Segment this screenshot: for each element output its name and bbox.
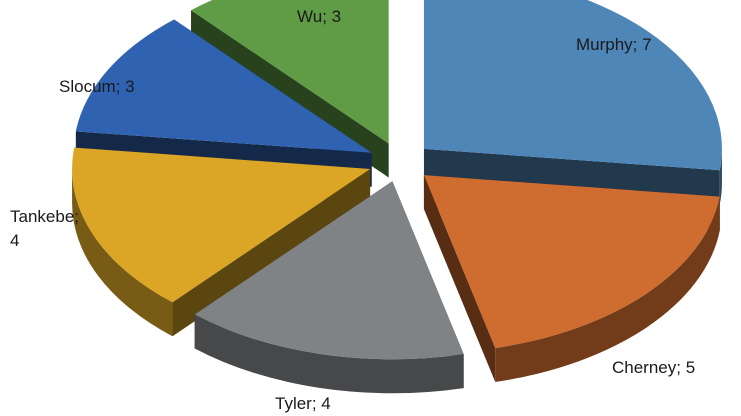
label-cherney: Cherney; 5 bbox=[612, 358, 695, 377]
label-murphy: Murphy; 7 bbox=[576, 35, 652, 54]
pie-slices bbox=[72, 0, 722, 394]
label-slocum: Slocum; 3 bbox=[59, 77, 135, 96]
label-tankebe-line1: Tankebe; bbox=[10, 207, 79, 226]
slice-slocum-top bbox=[75, 19, 372, 153]
slice-tankebe-cut-face-1 bbox=[172, 169, 371, 337]
slice-wu-top bbox=[191, 0, 389, 144]
pie-labels: Murphy; 7 Cherney; 5 Tyler; 4 Tankebe; 4… bbox=[10, 7, 695, 413]
slice-tyler-top bbox=[194, 181, 464, 360]
slice-tankebe-outer-wall-1 bbox=[72, 169, 173, 337]
slice-cherney-top bbox=[423, 175, 720, 348]
slice-cherney bbox=[423, 175, 720, 382]
slice-cherney-cut-face-2 bbox=[423, 175, 496, 382]
slice-murphy-top bbox=[423, 0, 722, 171]
label-tankebe-line2: 4 bbox=[10, 231, 19, 250]
label-wu: Wu; 3 bbox=[297, 7, 341, 26]
slice-cherney-outer-wall-1 bbox=[495, 196, 720, 382]
slice-murphy-outer-wall-1 bbox=[719, 148, 722, 205]
slice-tyler-outer-wall-1 bbox=[194, 314, 464, 394]
slice-tankebe bbox=[72, 147, 371, 337]
slice-murphy bbox=[423, 0, 722, 205]
label-tyler: Tyler; 4 bbox=[275, 394, 331, 413]
slice-tyler bbox=[194, 181, 464, 394]
slice-tankebe-top bbox=[72, 147, 371, 303]
slice-murphy-cut-face-2 bbox=[423, 148, 720, 205]
